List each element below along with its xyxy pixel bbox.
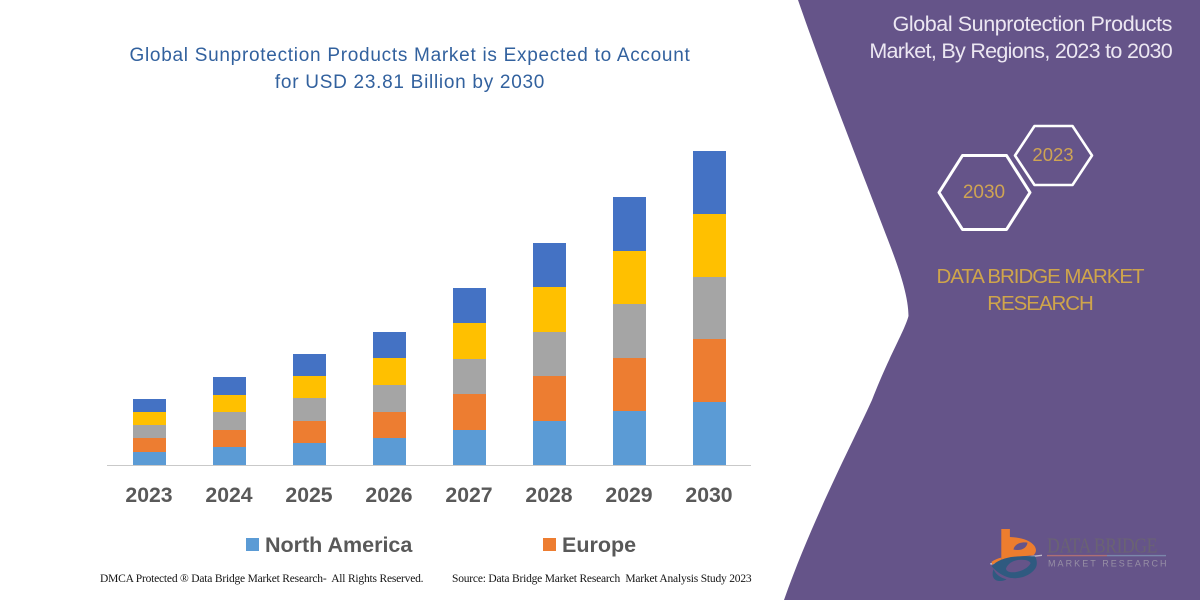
- svg-text:DATA BRIDGE: DATA BRIDGE: [1047, 535, 1157, 558]
- svg-text:MARKET RESEARCH: MARKET RESEARCH: [1048, 559, 1169, 569]
